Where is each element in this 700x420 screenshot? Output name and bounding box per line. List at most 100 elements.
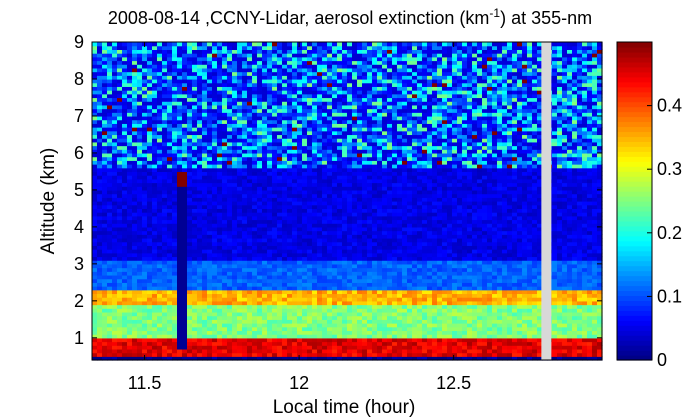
heatmap-cell	[177, 175, 183, 180]
heatmap-cell	[347, 282, 353, 287]
heatmap-cell	[322, 274, 328, 280]
heatmap-cell	[172, 101, 178, 106]
heatmap-cell	[92, 145, 98, 150]
heatmap-cell	[362, 304, 368, 309]
heatmap-cell	[132, 138, 138, 143]
heatmap-cell	[372, 308, 378, 313]
heatmap-cell	[207, 134, 213, 139]
heatmap-cell	[192, 86, 198, 91]
heatmap-cell	[307, 304, 313, 309]
heatmap-cell	[372, 67, 378, 73]
heatmap-cell	[277, 345, 283, 350]
heatmap-cell	[162, 130, 168, 136]
heatmap-cell	[262, 201, 268, 206]
heatmap-cell	[252, 134, 258, 139]
heatmap-cell	[222, 237, 228, 243]
heatmap-cell	[207, 64, 213, 69]
heatmap-cell	[202, 345, 208, 350]
heatmap-cell	[182, 164, 188, 169]
heatmap-cell	[337, 315, 343, 320]
heatmap-cell	[172, 119, 178, 124]
heatmap-cell	[127, 78, 133, 84]
heatmap-cell	[147, 230, 153, 235]
heatmap-cell	[347, 201, 353, 206]
heatmap-cell	[107, 86, 113, 91]
heatmap-cell	[202, 156, 208, 161]
heatmap-cell	[312, 86, 318, 91]
heatmap-cell	[167, 223, 173, 228]
heatmap-cell	[352, 130, 358, 136]
heatmap-cell	[232, 286, 238, 291]
heatmap-cell	[252, 212, 258, 217]
heatmap-cell	[257, 223, 263, 228]
heatmap-cell	[337, 223, 343, 228]
heatmap-cell	[97, 167, 103, 173]
heatmap-cell	[267, 204, 273, 209]
heatmap-cell	[257, 311, 263, 317]
heatmap-cell	[362, 101, 368, 106]
heatmap-cell	[182, 274, 188, 280]
heatmap-cell	[242, 337, 248, 343]
heatmap-cell	[112, 282, 118, 287]
heatmap-cell	[352, 315, 358, 320]
heatmap-cell	[287, 119, 293, 124]
heatmap-cell	[227, 178, 233, 184]
heatmap-cell	[352, 127, 358, 132]
heatmap-cell	[212, 82, 218, 87]
heatmap-cell	[212, 263, 218, 269]
heatmap-cell	[127, 130, 133, 136]
heatmap-cell	[367, 152, 373, 158]
heatmap-cell	[347, 271, 353, 276]
heatmap-cell	[237, 308, 243, 313]
heatmap-cell	[152, 197, 158, 202]
heatmap-cell	[177, 197, 183, 202]
heatmap-cell	[97, 201, 103, 206]
heatmap-cell	[172, 60, 178, 65]
heatmap-cell	[262, 230, 268, 235]
heatmap-cell	[137, 263, 143, 269]
heatmap-cell	[352, 212, 358, 217]
heatmap-cell	[282, 245, 288, 250]
heatmap-cell	[167, 108, 173, 113]
heatmap-cell	[337, 164, 343, 169]
heatmap-cell	[187, 215, 193, 221]
heatmap-cell	[177, 293, 183, 298]
heatmap-cell	[277, 348, 283, 354]
heatmap-cell	[177, 223, 183, 228]
heatmap-cell	[212, 256, 218, 261]
heatmap-cell	[312, 208, 318, 213]
heatmap-cell	[367, 223, 373, 228]
heatmap-cell	[317, 345, 323, 350]
heatmap-cell	[227, 119, 233, 124]
heatmap-cell	[152, 249, 158, 254]
heatmap-cell	[92, 337, 98, 343]
heatmap-cell	[237, 90, 243, 95]
heatmap-cell	[142, 315, 148, 320]
heatmap-cell	[362, 326, 368, 332]
heatmap-cell	[162, 352, 168, 357]
heatmap-cell	[367, 226, 373, 232]
heatmap-cell	[237, 323, 243, 328]
heatmap-cell	[282, 323, 288, 328]
heatmap-cell	[232, 112, 238, 117]
heatmap-cell	[217, 60, 223, 65]
heatmap-cell	[142, 352, 148, 357]
heatmap-cell	[252, 348, 258, 354]
heatmap-cell	[147, 345, 153, 350]
heatmap-cell	[137, 67, 143, 73]
heatmap-cell	[122, 134, 128, 139]
heatmap-cell	[152, 323, 158, 328]
heatmap-cell	[147, 104, 153, 110]
heatmap-cell	[172, 189, 178, 195]
heatmap-cell	[347, 289, 353, 295]
heatmap-cell	[217, 112, 223, 117]
heatmap-cell	[107, 71, 113, 76]
heatmap-cell	[217, 215, 223, 221]
heatmap-cell	[237, 286, 243, 291]
heatmap-cell	[312, 64, 318, 69]
heatmap-cell	[202, 245, 208, 250]
heatmap-cell	[192, 260, 198, 265]
heatmap-cell	[287, 219, 293, 224]
heatmap-cell	[257, 115, 263, 121]
heatmap-cell	[172, 193, 178, 198]
